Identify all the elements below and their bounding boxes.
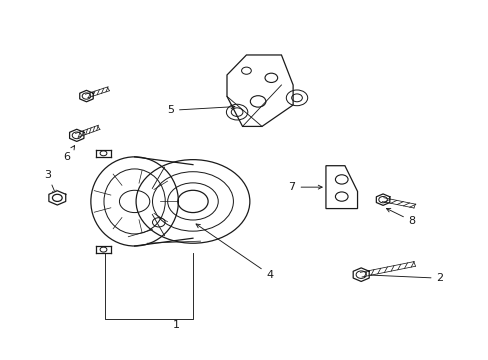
Text: 6: 6 [63,146,75,162]
Polygon shape [69,129,84,141]
Circle shape [52,194,62,202]
Text: 4: 4 [196,224,273,280]
Text: 2: 2 [364,273,443,283]
Text: 5: 5 [167,105,234,115]
Polygon shape [352,268,368,282]
Polygon shape [80,90,93,102]
Text: 3: 3 [44,170,56,194]
Polygon shape [49,191,65,205]
Text: 1: 1 [173,320,180,330]
Polygon shape [376,194,389,205]
Text: 7: 7 [288,182,322,192]
Text: 8: 8 [386,208,415,226]
